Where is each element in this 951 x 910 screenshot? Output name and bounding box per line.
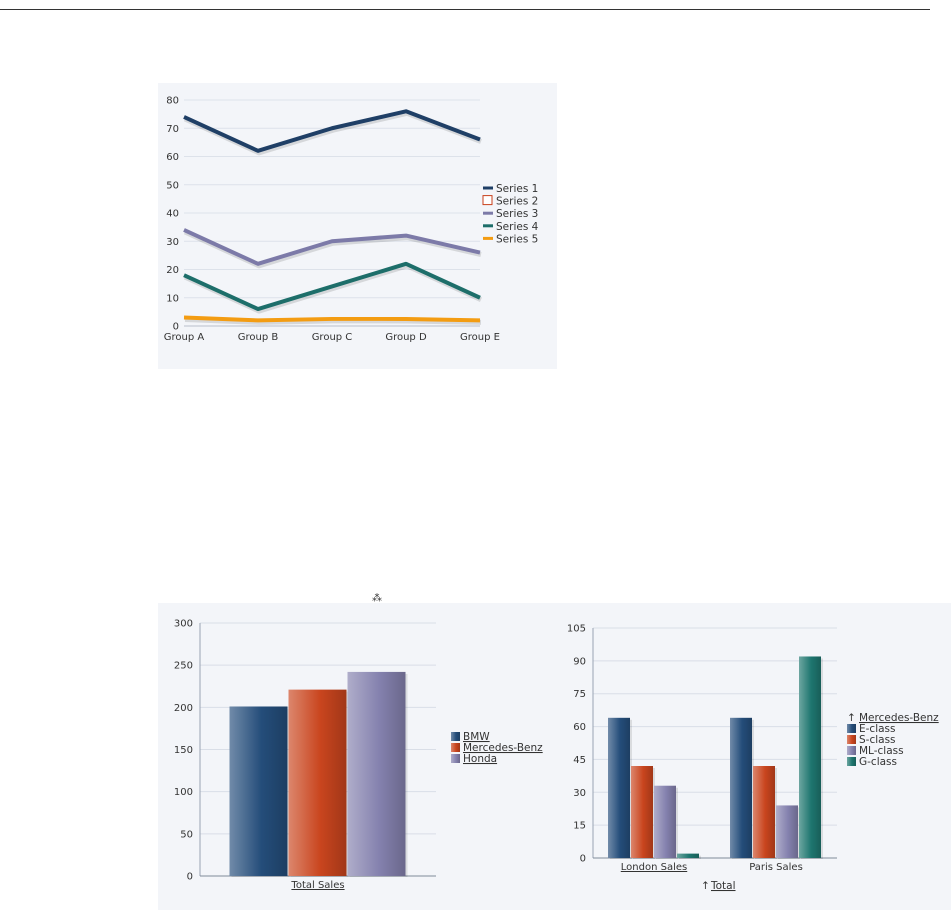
drill-up-arrow-icon[interactable]: ↑ [701,880,710,892]
y-tick-label: 100 [174,787,193,798]
x-category-label[interactable]: London Sales [621,862,687,873]
y-tick-label: 70 [166,124,179,135]
legend-swatch [847,724,856,733]
legend-swatch [482,195,493,206]
total-sales-bar-chart-panel: 0 50 100 150 200 250 300 Total Sales BMW Mercedes… [158,603,557,910]
series-line-3 [183,228,481,266]
y-tick-label: 30 [573,788,586,799]
y-tick-label: 0 [173,322,179,333]
legend-swatch [847,735,856,744]
legend-swatch [847,757,856,766]
series-line-4 [183,261,481,312]
x-tick-label: Group B [238,332,279,343]
x-tick-label: Group E [460,332,500,343]
bar-ml-class[interactable] [776,805,798,858]
legend-label: Series 3 [496,208,538,220]
y-tick-label: 30 [166,237,179,248]
x-category-label[interactable]: Total Sales [290,880,344,891]
legend-title-link[interactable]: Mercedes-Benz [859,712,939,724]
line-chart-panel: 0 10 20 30 40 50 60 70 80 Group A Group B Group C Gr… [158,83,557,369]
y-tick-label: 0 [187,872,193,883]
bar-e-class[interactable] [608,717,630,858]
bar-g-class[interactable] [677,853,699,858]
stray-mark: ⁂ [372,593,382,604]
x-tick-label: Group C [312,332,353,343]
legend-label: E-class [859,723,896,735]
legend-swatch [483,224,493,228]
mercedes-bar-chart: 0 15 30 45 60 75 90 105 London Sales Paris Sales ↑… [567,624,939,893]
footer-total-link[interactable]: Total [710,880,736,892]
line-chart: 0 10 20 30 40 50 60 70 80 Group A Group B Group C Gr… [164,96,539,344]
y-tick-label: 200 [174,703,193,714]
legend-label: Series 1 [496,183,538,195]
series-line-shadow [183,263,483,314]
y-tick-label: 40 [166,209,179,220]
series-line-5 [183,315,481,323]
bar-bmw[interactable] [229,706,288,876]
top-divider [0,9,930,10]
legend-label: S-class [859,734,896,746]
bar-honda[interactable] [347,671,406,876]
y-tick-label: 75 [573,689,586,700]
legend-label: Series 4 [496,221,539,233]
legend-label[interactable]: Mercedes-Benz [463,742,543,754]
legend-label[interactable]: BMW [463,731,490,743]
legend-swatch [451,754,460,763]
x-tick-label: Group D [385,332,427,343]
bar-g-class[interactable] [799,656,821,858]
legend-swatch [483,211,493,215]
y-tick-label: 150 [174,745,193,756]
bar-ml-class[interactable] [654,785,676,858]
y-tick-label: 90 [573,656,586,667]
legend-label: ML-class [859,745,904,757]
y-tick-label: 105 [567,624,586,635]
legend-swatch [847,746,856,755]
legend-swatch [451,743,460,752]
y-tick-label: 60 [573,722,586,733]
series-line-1 [183,109,481,153]
legend-label[interactable]: Honda [463,753,497,765]
series-line-shadow [183,110,482,156]
y-tick-label: 0 [580,854,586,865]
legend-swatch [483,186,493,190]
y-tick-label: 60 [166,152,179,163]
y-tick-label: 50 [166,180,179,191]
x-category-label: Paris Sales [749,862,803,873]
legend-label: Series 5 [496,233,538,245]
y-tick-label: 10 [166,293,179,304]
y-tick-label: 250 [174,661,193,672]
legend-swatch [483,236,493,240]
y-tick-label: 15 [573,821,586,832]
mercedes-bar-chart-panel: 0 15 30 45 60 75 90 105 London Sales Paris Sales ↑… [553,603,951,910]
bar-mercedes-benz[interactable] [288,689,347,876]
y-tick-label: 80 [166,96,179,107]
legend-label: G-class [859,756,897,768]
y-tick-label: 300 [174,619,193,630]
bar-s-class[interactable] [631,766,653,858]
legend-swatch [451,732,460,741]
bar-s-class[interactable] [753,766,775,858]
y-tick-label: 20 [166,265,179,276]
legend-label: Series 2 [496,196,538,208]
x-tick-label: Group A [164,332,205,343]
drill-up-arrow-icon[interactable]: ↑ [847,712,856,724]
y-tick-label: 50 [180,829,193,840]
total-sales-bar-chart: 0 50 100 150 200 250 300 Total Sales BMWMercedes… [174,619,543,892]
bar-e-class[interactable] [730,717,752,858]
y-tick-label: 45 [573,755,586,766]
